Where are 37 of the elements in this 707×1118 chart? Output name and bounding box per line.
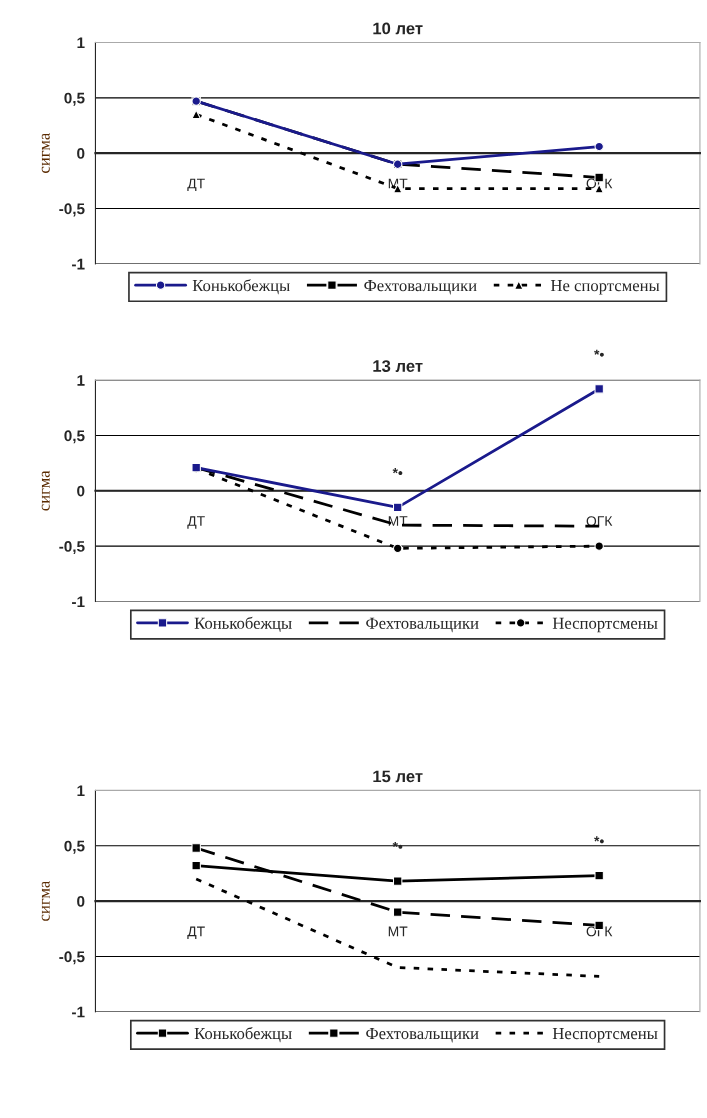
legend-label: Не спортсмены	[550, 280, 660, 295]
annotation: *•	[594, 349, 604, 357]
y-tick-label: 0,5	[64, 840, 85, 854]
y-tick-label: 0	[77, 148, 85, 159]
y-tick-label: 0,5	[64, 92, 85, 106]
x-tick-label: МТ	[388, 926, 408, 937]
y-tick-label: 1	[77, 785, 85, 796]
y-axis-title: сигма	[41, 133, 50, 173]
y-tick-label: 1	[77, 37, 85, 49]
annotation: *•	[594, 836, 604, 844]
y-axis-title: сигма	[41, 470, 50, 511]
legend-label: Конькобежцы	[194, 616, 292, 632]
x-tick-label: ДТ	[187, 178, 205, 191]
chart-title: 15 лет	[373, 770, 423, 783]
y-tick-label: -0,5	[59, 951, 85, 965]
legend-label: Неспортсмены	[552, 1028, 658, 1043]
x-tick-label: ДТ	[187, 926, 205, 939]
legend-label: Фехтовальщики	[366, 617, 479, 633]
annotation: *•	[392, 468, 403, 476]
y-tick-label: 0	[77, 895, 85, 907]
y-tick-label: 0	[77, 485, 85, 497]
legend-label: Фехтовальщики	[366, 1028, 479, 1043]
x-tick-label: ДТ	[187, 516, 205, 529]
y-tick-label: 0,5	[64, 430, 85, 444]
y-tick-label: -1	[72, 1006, 85, 1018]
y-tick-label: -1	[72, 596, 85, 608]
legend-label: Конькобежцы	[194, 1027, 292, 1043]
y-tick-label: -1	[72, 258, 85, 270]
y-tick-label: -0,5	[59, 203, 85, 217]
legend-label: Фехтовальщики	[364, 280, 477, 295]
y-tick-label: -0,5	[59, 541, 85, 555]
chart-title: 10 лет	[373, 22, 423, 35]
legend-label: Неспортсмены	[552, 617, 658, 633]
y-tick-label: 1	[77, 375, 85, 386]
y-axis-title: сигма	[41, 880, 50, 921]
chart-title: 13 лет	[373, 360, 423, 372]
legend-label: Конькобежцы	[192, 279, 290, 295]
